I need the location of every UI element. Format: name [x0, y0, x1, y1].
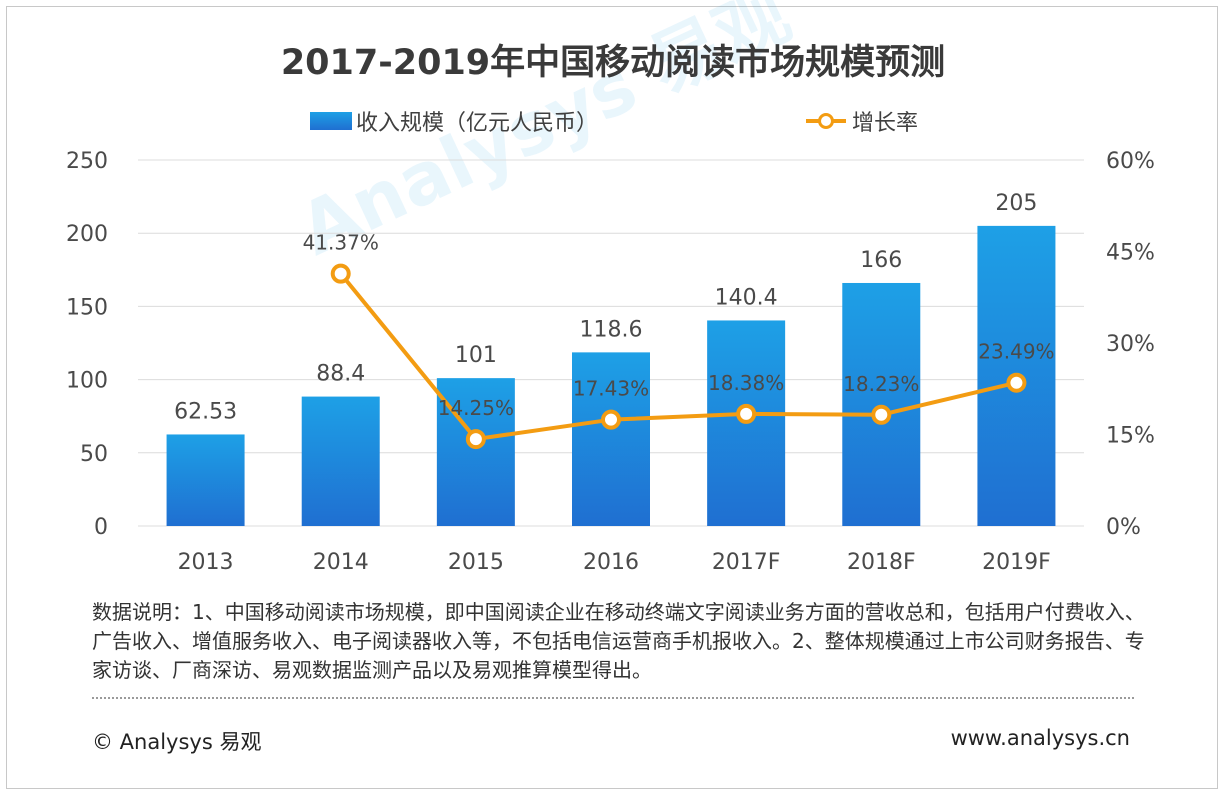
line-legend-swatch	[806, 111, 846, 131]
x-axis-tick-label: 2016	[583, 550, 639, 575]
left-axis-tick-label: 100	[66, 369, 108, 394]
left-axis-tick-label: 50	[80, 442, 108, 467]
bar-value-label: 118.6	[580, 317, 643, 342]
right-axis-tick-label: 60%	[1106, 149, 1155, 174]
x-axis-tick-label: 2019F	[982, 550, 1051, 575]
x-axis-tick-label: 2014	[313, 550, 369, 575]
bar[interactable]	[842, 282, 921, 526]
bar-value-label: 205	[995, 191, 1037, 216]
growth-rate-label: 41.37%	[303, 231, 379, 255]
website-link[interactable]: www.analysys.cn	[950, 726, 1130, 750]
growth-rate-label: 18.23%	[843, 372, 919, 396]
legend-bar: 收入规模（亿元人民币）	[310, 104, 598, 138]
bar[interactable]	[166, 434, 245, 526]
growth-rate-label: 14.25%	[438, 396, 514, 420]
growth-rate-line	[339, 272, 1017, 442]
bar-value-label: 166	[860, 248, 902, 273]
bar-value-label: 62.53	[174, 399, 237, 424]
legend-line: 增长率	[806, 104, 918, 138]
growth-rate-point[interactable]	[736, 403, 757, 424]
growth-rate-point[interactable]	[465, 429, 486, 450]
right-axis-tick-label: 15%	[1106, 424, 1155, 449]
x-axis-tick-label: 2018F	[847, 550, 916, 575]
bar[interactable]	[572, 352, 650, 526]
line-legend-label: 增长率	[852, 111, 919, 136]
growth-rate-label: 18.38%	[708, 371, 784, 395]
bar[interactable]	[436, 378, 515, 526]
bar-value-label: 140.4	[715, 285, 778, 310]
growth-rate-point[interactable]	[1006, 372, 1027, 393]
left-axis-tick-label: 0	[94, 515, 108, 540]
x-axis-tick-label: 2015	[448, 550, 504, 575]
growth-rate-point[interactable]	[601, 409, 621, 430]
right-axis-tick-label: 0%	[1106, 515, 1141, 540]
x-axis-tick-label: 2013	[178, 550, 234, 575]
growth-rate-point[interactable]	[330, 263, 351, 284]
bar-legend-label: 收入规模（亿元人民币）	[356, 111, 599, 136]
data-note: 数据说明：1、中国移动阅读市场规模，即中国阅读企业在移动终端文字阅读业务方面的营…	[92, 600, 1145, 682]
left-axis-tick-label: 150	[66, 295, 108, 320]
divider	[92, 697, 1134, 699]
right-axis-tick-label: 45%	[1106, 241, 1155, 266]
bar-legend-swatch	[310, 112, 352, 130]
bar-value-label: 88.4	[316, 362, 365, 387]
growth-rate-label: 17.43%	[573, 377, 649, 401]
left-axis-tick-label: 250	[66, 149, 108, 174]
bar[interactable]	[301, 396, 380, 526]
left-axis-tick-label: 200	[66, 222, 108, 247]
growth-rate-label: 23.49%	[978, 340, 1054, 364]
copyright: © Analysys 易观	[92, 730, 262, 754]
bar-value-label: 101	[455, 343, 497, 368]
x-axis-tick-label: 2017F	[712, 550, 781, 575]
right-axis-tick-label: 30%	[1106, 332, 1155, 357]
chart-title: 2017-2019年中国移动阅读市场规模预测	[280, 43, 946, 83]
growth-rate-point[interactable]	[871, 404, 892, 425]
